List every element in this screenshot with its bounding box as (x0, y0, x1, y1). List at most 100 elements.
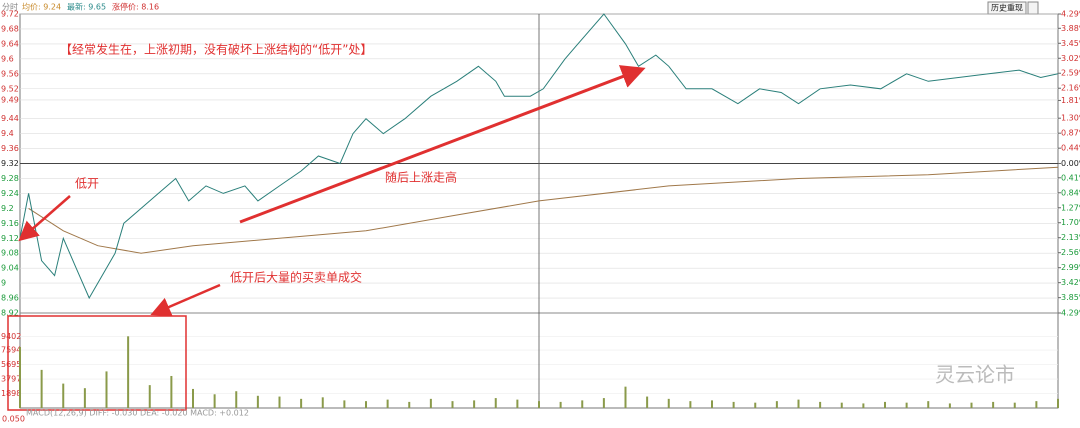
volume-bar (105, 371, 108, 408)
price-line (19, 13, 1059, 300)
annotation: 【经常发生在，上涨初期，没有破坏上涨结构的“低开”处】 (60, 42, 372, 57)
y2-tick-label: 0.44% (1061, 144, 1080, 153)
volume-bar (343, 400, 346, 408)
y-tick-label: 9.16 (1, 219, 19, 228)
volume-bar (19, 347, 21, 408)
y2-tick-label: 3.45% (1061, 39, 1080, 48)
volume-bar (40, 369, 43, 408)
volume-bar (386, 399, 389, 408)
volume-bar (970, 402, 973, 408)
volume-bar (408, 401, 411, 408)
volume-bar (948, 403, 951, 408)
scroll-button[interactable] (1027, 1, 1039, 15)
y2-tick-label: 1.30% (1061, 114, 1080, 123)
y2-tick-label: 4.29% (1061, 10, 1080, 19)
macd-value: 0.050 (2, 415, 25, 424)
header-last: 最新: 9.65 (67, 2, 106, 12)
volume-tick-label: 7594 (1, 346, 21, 355)
volume-bar (819, 401, 822, 408)
y-tick-label: 9.36 (1, 144, 19, 153)
y-tick-label: 9.64 (1, 39, 19, 48)
y2-tick-label: 3.88% (1061, 24, 1080, 33)
volume-bar (602, 398, 605, 408)
y-tick-label: 9.49 (1, 95, 19, 104)
volume-bar (667, 398, 670, 408)
y-tick-label: 9.44 (1, 114, 19, 123)
y-tick-label: 9.6 (1, 54, 14, 63)
volume-bar (321, 397, 324, 408)
volume-bar (300, 398, 303, 408)
volume-tick-label: 1898 (1, 389, 21, 398)
y2-tick-label: 0.87% (1061, 129, 1080, 138)
arrow (150, 283, 221, 317)
volume-bar (192, 388, 194, 408)
volume-bar (278, 396, 281, 408)
volume-bar (516, 399, 519, 408)
y2-tick-label: 0.84% (1061, 188, 1080, 197)
y2-tick-label: 2.56% (1061, 248, 1080, 257)
volume-bar (170, 375, 173, 408)
y2-tick-label: 0.00% (1061, 159, 1080, 168)
y-tick-label: 9.56 (1, 69, 19, 78)
annotation: 低开 (75, 177, 99, 191)
volume-bar (235, 391, 238, 408)
volume-bar (62, 383, 65, 408)
volume-bar (905, 402, 908, 408)
y-tick-label: 9.68 (1, 24, 19, 33)
y2-tick-label: 2.13% (1061, 233, 1080, 242)
volume-bar (213, 394, 216, 408)
y-tick-label: 9 (1, 279, 6, 288)
volume-tick-label: 3797 (1, 375, 21, 384)
volume-tick-label: 5695 (1, 360, 21, 369)
header-limit: 涨停价: 8.16 (112, 2, 159, 12)
volume-bar (429, 398, 432, 408)
volume-bar (538, 401, 540, 408)
y-tick-label: 9.28 (1, 174, 19, 183)
y-tick-label: 9.12 (1, 234, 19, 243)
y2-tick-label: 1.81% (1061, 96, 1080, 105)
y-tick-label: 9.32 (1, 159, 19, 168)
annotation: 随后上涨走高 (385, 170, 457, 185)
volume-bar (775, 401, 778, 408)
volume-bar (494, 398, 497, 408)
y2-tick-label: 0.41% (1061, 173, 1080, 182)
y2-tick-label: 4.29% (1061, 309, 1080, 318)
header-avg: 均价: 9.24 (22, 2, 61, 12)
volume-bar (754, 402, 757, 408)
volume-bar (711, 400, 713, 408)
y2-tick-label: 1.70% (1061, 218, 1080, 227)
y2-tick-label: 1.27% (1061, 203, 1080, 212)
arrow (239, 65, 646, 224)
macd-label: MACD(12,26,9) DIFF: -0.030 DEA: -0.020 M… (26, 409, 249, 418)
watermark: 灵云论市 (935, 363, 1015, 387)
volume-bar (559, 401, 562, 408)
volume-bar (797, 399, 800, 408)
volume-bar (256, 395, 259, 408)
volume-bar (689, 401, 692, 408)
volume-bar (1035, 401, 1038, 408)
volume-bar (927, 401, 930, 408)
volume-bar (581, 400, 584, 408)
volume-bar (1013, 402, 1016, 408)
history-button-label[interactable]: 历史重现 (991, 3, 1023, 13)
y2-tick-label: 3.02% (1061, 54, 1080, 63)
volume-bar (365, 401, 367, 408)
volume-bar (862, 403, 865, 408)
annotation: 低开后大量的买卖单成交 (230, 270, 362, 285)
volume-bar (646, 396, 649, 408)
volume-bar (884, 401, 886, 408)
y-tick-label: 9.2 (1, 204, 14, 213)
volume-bar (732, 401, 735, 408)
volume-bar (148, 385, 151, 408)
y-tick-label: 9.72 (1, 10, 19, 19)
y-tick-label: 9.52 (1, 84, 19, 93)
y2-tick-label: 2.59% (1061, 69, 1080, 78)
arrow (18, 195, 71, 242)
y2-tick-label: 3.42% (1061, 278, 1080, 287)
y2-tick-label: 2.16% (1061, 84, 1080, 93)
highlight-box (7, 315, 187, 411)
y-tick-label: 8.92 (1, 309, 19, 318)
volume-bar (840, 402, 843, 408)
